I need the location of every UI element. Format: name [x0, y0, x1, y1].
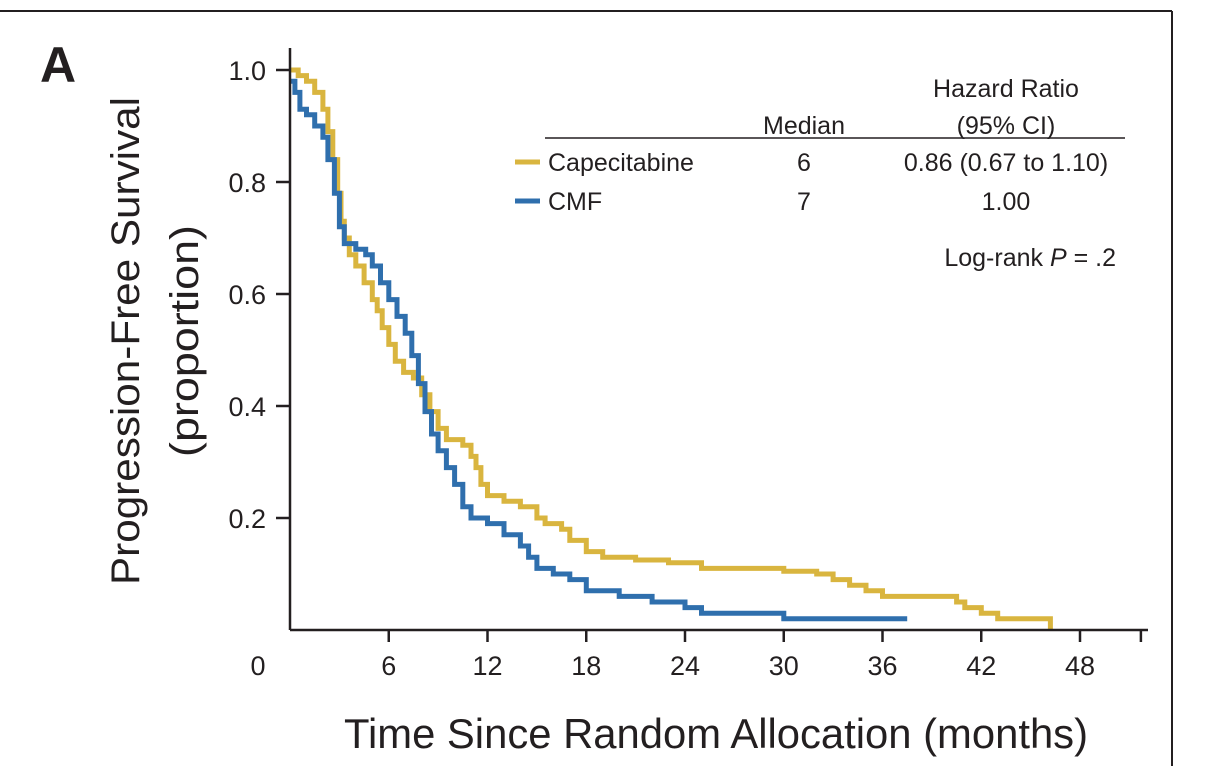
y-axis-label: Progression-Free Survival (proportion): [104, 97, 207, 585]
table-hazard-capecitabine: 0.86 (0.67 to 1.10): [904, 149, 1108, 177]
table-median-cmf: 7: [797, 188, 811, 216]
x-tick-label: 12: [472, 651, 502, 681]
x-tick-label: 6: [381, 651, 396, 681]
series-layer: [290, 67, 1053, 630]
panel-label: A: [40, 37, 76, 93]
table-header-median: Median: [763, 112, 845, 140]
axes: [288, 48, 1148, 632]
figure-border: [0, 10, 1173, 766]
x-axis-label: Time Since Random Allocation (months): [344, 710, 1088, 757]
logrank-p: P: [1050, 244, 1067, 272]
x-tick-label: 36: [867, 651, 897, 681]
y-axis-label-line1: Progression-Free Survival: [104, 97, 148, 585]
x-tick-label: 0: [250, 651, 265, 681]
series-line-cmf: [290, 78, 908, 622]
legend-label-capecitabine: Capecitabine: [548, 149, 694, 177]
table-median-capecitabine: 6: [797, 149, 811, 177]
y-tick-label: 0.4: [228, 392, 266, 422]
y-tick-label: 1.0: [228, 56, 266, 86]
table-header-hazard-line2: (95% CI): [957, 112, 1056, 140]
logrank-suffix: = .2: [1067, 244, 1116, 272]
series-line-capecitabine: [290, 67, 1053, 630]
x-tick-label: 18: [571, 651, 601, 681]
y-tick-label: 0.8: [228, 168, 266, 198]
x-tick-label: 24: [670, 651, 700, 681]
table-header-hazard-line1: Hazard Ratio: [933, 75, 1079, 103]
x-tick-label: 48: [1065, 651, 1095, 681]
x-ticks: 0 6 12 18 24 30 36 42 48: [250, 630, 1143, 681]
y-ticks: 0.2 0.4 0.6 0.8 1.0: [228, 56, 290, 534]
y-tick-label: 0.6: [228, 280, 266, 310]
y-axis-label-line2: (proportion): [163, 225, 207, 457]
logrank-annotation: Log-rank P = .2: [944, 244, 1116, 272]
logrank-prefix: Log-rank: [944, 244, 1050, 272]
x-tick-label: 42: [966, 651, 996, 681]
x-tick-label: 30: [769, 651, 799, 681]
y-tick-label: 0.2: [228, 504, 266, 534]
legend-table: Hazard Ratio Median (95% CI) Capecitabin…: [515, 75, 1125, 272]
legend-label-cmf: CMF: [548, 188, 602, 216]
table-hazard-cmf: 1.00: [982, 188, 1031, 216]
